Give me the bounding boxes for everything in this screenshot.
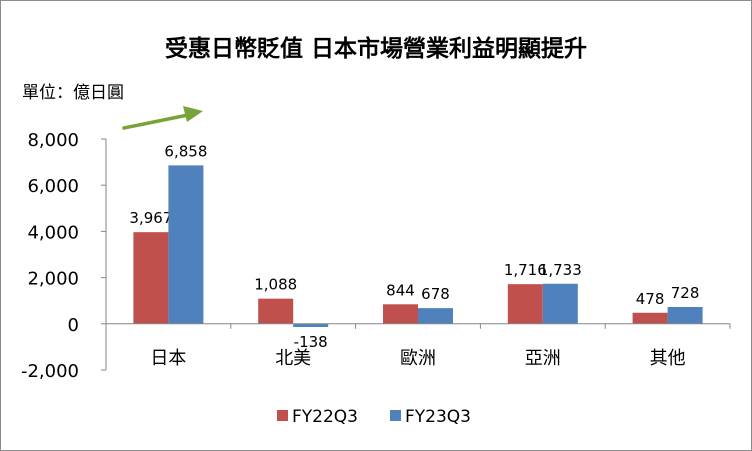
data-label: -138 (294, 333, 328, 351)
plot-area: 8,000 6,000 4,000 2,000 0 -2,000 3,967 1,088 844… (21, 106, 731, 382)
bar-fy23q3-4 (542, 283, 578, 324)
data-label: 678 (421, 285, 450, 303)
data-label: 1,716 (504, 261, 547, 279)
category-label: 歐洲 (400, 348, 436, 369)
data-label: 478 (636, 290, 665, 308)
data-label: 6,858 (164, 142, 207, 160)
bar-fy22q3-4 (507, 284, 543, 324)
bar-fy22q3-5 (632, 312, 668, 324)
legend-label: FY22Q3 (292, 407, 358, 427)
bar-fy23q3-2 (293, 323, 329, 327)
legend-swatch-fy23q3 (390, 410, 401, 421)
trend-arrow-icon (122, 106, 203, 130)
legend: FY22Q3 FY23Q3 (277, 407, 471, 427)
bar-fy23q3-3 (418, 308, 453, 324)
y-tick-label: 8,000 (27, 130, 79, 151)
data-label: 728 (671, 284, 700, 302)
category-label: 日本 (150, 348, 186, 369)
y-tick-label: -2,000 (21, 361, 79, 382)
bar-fy22q3-2 (258, 298, 294, 324)
y-tick-label: 4,000 (27, 222, 79, 243)
bar-fy22q3-1 (133, 232, 169, 324)
data-label: 844 (386, 281, 415, 299)
chart-title: 受惠日幣貶值 日本市場營業利益明顯提升 (165, 35, 587, 62)
data-label: 3,967 (129, 209, 172, 227)
unit-label: 單位：億日圓 (22, 83, 124, 103)
legend-swatch-fy22q3 (277, 410, 288, 421)
data-label: 1,088 (254, 276, 297, 294)
category-label: 其他 (650, 348, 686, 369)
data-label: 1,733 (539, 261, 582, 279)
category-label: 亞洲 (525, 348, 561, 369)
y-tick-label: 0 (68, 315, 79, 336)
y-tick-label: 2,000 (27, 269, 79, 290)
bar-fy23q3-5 (667, 306, 703, 324)
y-tick-label: 6,000 (27, 176, 79, 197)
legend-label: FY23Q3 (405, 407, 471, 427)
category-label: 北美 (275, 348, 311, 369)
bar-fy22q3-3 (383, 304, 418, 324)
bar-fy23q3-1 (168, 165, 204, 324)
